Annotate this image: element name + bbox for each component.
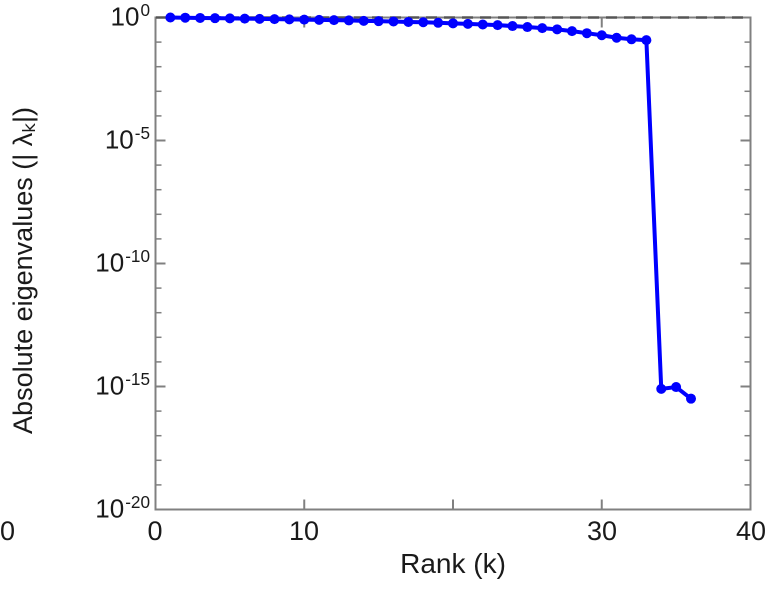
data-point-marker (567, 26, 577, 37)
y-tick-mantissa: 10 (104, 124, 134, 155)
data-point-marker (299, 14, 310, 25)
x-tick-label-3: 30 (586, 516, 618, 546)
data-point-marker (403, 16, 414, 27)
data-point-marker (686, 393, 696, 404)
data-point-marker (507, 21, 518, 32)
eigenvalue-series-line (168, 15, 693, 401)
y-tick-mantissa: 10 (95, 247, 125, 278)
y-tick-label-0: 100 (110, 0, 150, 32)
x-tick-label-1: 10 (288, 516, 320, 546)
data-point-marker (254, 13, 265, 24)
data-point-marker (581, 28, 592, 39)
data-point-marker (656, 383, 667, 394)
data-point-marker (373, 16, 384, 27)
x-tick-label-0: 0 (147, 516, 163, 546)
y-tick-label-2: 10-10 (95, 246, 150, 278)
y-tick-label-3: 10-15 (95, 369, 150, 401)
data-point-marker (314, 14, 325, 25)
eigenvalue-series-markers (165, 12, 696, 404)
data-point-marker (239, 13, 250, 24)
data-point-marker (477, 19, 488, 30)
data-point-marker (522, 22, 533, 33)
y-tick-exponent: -15 (125, 369, 150, 389)
data-point-marker (210, 13, 220, 24)
x-tick-label-4: 40 (735, 516, 767, 546)
data-point-marker (552, 24, 563, 35)
data-point-marker (626, 34, 637, 45)
data-point-marker (388, 16, 399, 27)
data-point-marker (358, 15, 369, 26)
data-point-marker (165, 12, 176, 23)
data-point-marker (418, 17, 429, 28)
data-point-marker (641, 35, 652, 46)
data-point-marker (284, 14, 295, 25)
axis-frame (154, 16, 752, 511)
data-point-marker (224, 13, 235, 24)
data-point-marker (195, 12, 206, 23)
data-point-marker (269, 14, 280, 25)
y-tick-exponent: -20 (125, 492, 150, 512)
y-tick-mantissa: 10 (95, 493, 125, 524)
data-point-marker (537, 23, 548, 34)
x-tick-label-2: 20 (0, 516, 16, 546)
y-axis-tick-labels: 100 10-5 10-10 10-15 10-20 (55, 0, 150, 540)
y-tick-mantissa: 10 (95, 370, 125, 401)
y-tick-exponent: -5 (134, 123, 150, 143)
data-point-marker (433, 17, 444, 28)
data-point-marker (671, 382, 682, 393)
x-axis-label: Rank (k) (400, 548, 506, 579)
y-axis-ticks (155, 16, 751, 511)
y-tick-label-1: 10-5 (104, 123, 150, 155)
data-point-marker (180, 12, 191, 23)
data-point-marker (329, 15, 339, 26)
data-point-marker (611, 32, 622, 43)
x-axis-ticks (154, 17, 752, 510)
data-point-marker (462, 18, 473, 29)
axis-box (154, 16, 752, 511)
y-tick-mantissa: 10 (110, 1, 140, 32)
y-tick-exponent: 0 (140, 0, 150, 20)
data-point-marker (492, 20, 503, 31)
data-point-marker (343, 15, 354, 26)
y-tick-label-4: 10-20 (95, 492, 150, 524)
data-point-marker (596, 30, 607, 41)
data-point-marker (448, 18, 458, 29)
y-tick-exponent: -10 (125, 246, 150, 266)
